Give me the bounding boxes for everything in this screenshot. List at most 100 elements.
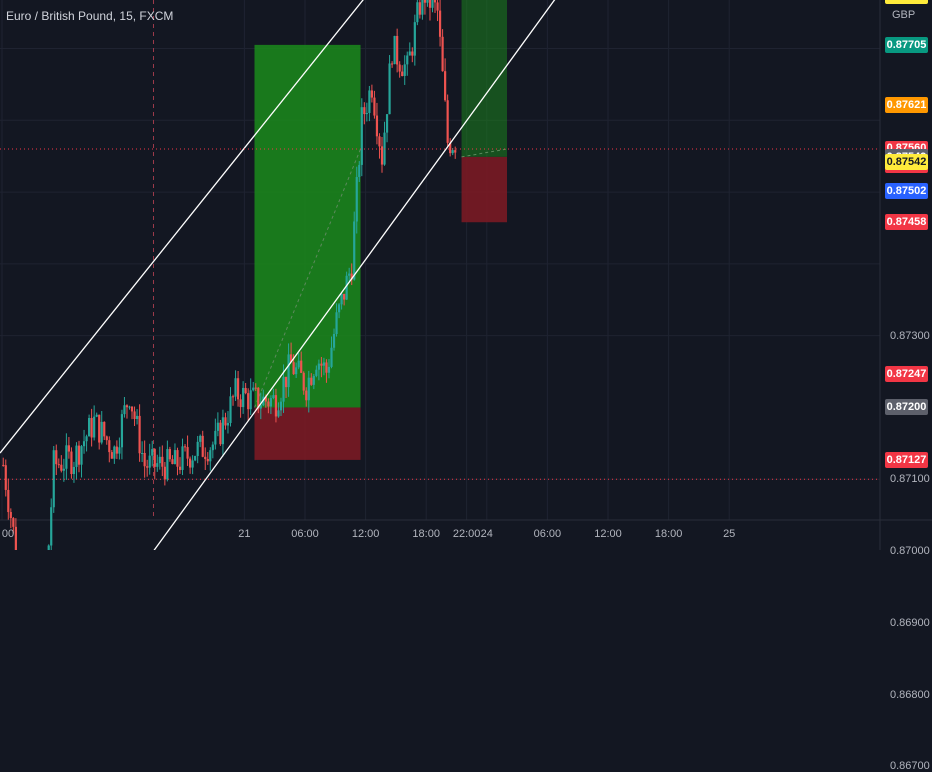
candle-body [398,64,401,72]
candle-body [151,449,154,456]
candle-body [100,421,103,443]
candle-body [325,362,328,373]
candle-body [330,347,333,367]
candle-body [411,51,414,56]
candle-body [385,114,389,133]
position-tools[interactable] [254,0,508,460]
candle-body [239,399,242,408]
candle-body [254,387,257,389]
candle-body [428,0,432,8]
candle-body [60,464,63,471]
price-badge-value: 0.87458 [886,216,927,229]
candle-body [55,450,58,465]
candle-body [446,100,449,143]
candle-body [80,446,83,465]
target-zone [254,44,361,408]
horizontal-levels [0,148,880,480]
candle-body [226,422,230,426]
candle-body [433,0,437,3]
candle-body [295,367,298,375]
candle-body [388,63,391,115]
candle-body [95,414,98,417]
candle-body [302,372,305,391]
candle-body [62,468,65,471]
price-badge: 0.87621 [885,97,928,114]
candle-body [337,304,341,313]
candle-body [317,363,320,370]
parallel-channel[interactable] [0,0,700,550]
time-tick-label: 12:00 [351,528,380,540]
candles [2,0,457,550]
candle-body [244,387,247,394]
candle-body [163,466,166,480]
candle-body [421,0,424,15]
time-tick-label: 22:00 [452,528,481,540]
candle-body [332,334,336,348]
candle-body [360,107,363,165]
candle-body [393,35,396,65]
candle-body [413,22,416,56]
candle-body [90,418,93,438]
price-badge-value: 0.87621 [886,99,927,112]
price-badge: 0.87502 [885,182,928,199]
price-chart[interactable] [0,0,932,550]
candle-body [373,97,376,116]
candle-body [181,446,184,470]
candle-body [249,390,252,410]
candle-body [118,447,121,454]
candle-body [312,375,315,385]
price-tick-label: 0.87100 [890,473,930,486]
symbol-title[interactable]: Euro / British Pound, 15, FXCM [6,9,174,23]
candle-body [403,64,406,77]
candle-body [204,456,207,460]
price-badge: 0.87127 [885,451,928,468]
price-badge: 0.87542 [885,153,928,170]
candle-body [133,411,136,420]
time-tick-label: 18:00 [654,528,683,540]
candle-body [300,360,303,373]
candle-body [211,444,214,451]
candle-body [105,436,108,441]
candle-body [123,405,126,415]
channel-lower-line [153,0,556,550]
candle-body [156,463,159,467]
candle-body [292,362,295,375]
time-tick-label: 06:00 [533,528,562,540]
candle-body [72,466,76,475]
candle-body [103,421,106,437]
stop-zone [254,407,361,460]
time-tick-label: 24 [480,528,493,540]
candle-body [57,464,60,466]
candle-body [7,489,10,513]
candle-body [141,452,144,454]
candle-body [201,435,204,457]
candle-body [247,393,250,410]
candle-body [315,369,318,376]
candle-body [216,422,219,431]
candle-body [401,71,404,77]
time-tick-label: 06:00 [291,528,319,540]
candle-body [355,177,358,222]
candle-body [85,436,88,442]
candle-body [93,416,96,438]
candle-body [444,71,447,101]
price-badge-value: 0.87200 [886,401,927,414]
candle-body [279,401,283,411]
candle-body [335,312,338,335]
candle-body [449,142,452,154]
candle-body [267,401,270,407]
candle-body [284,376,288,388]
candle-body [282,376,285,402]
candle-body [130,406,134,412]
candle-body [322,362,326,366]
candle-body [189,458,192,468]
price-badge-value: 0.87542 [886,155,927,168]
candle-body [4,465,7,490]
candle-body [264,396,267,402]
candle-body [196,441,199,457]
candle-body [327,366,331,373]
candle-body [206,459,209,462]
candle-body [277,410,280,417]
candle-body [168,449,171,460]
